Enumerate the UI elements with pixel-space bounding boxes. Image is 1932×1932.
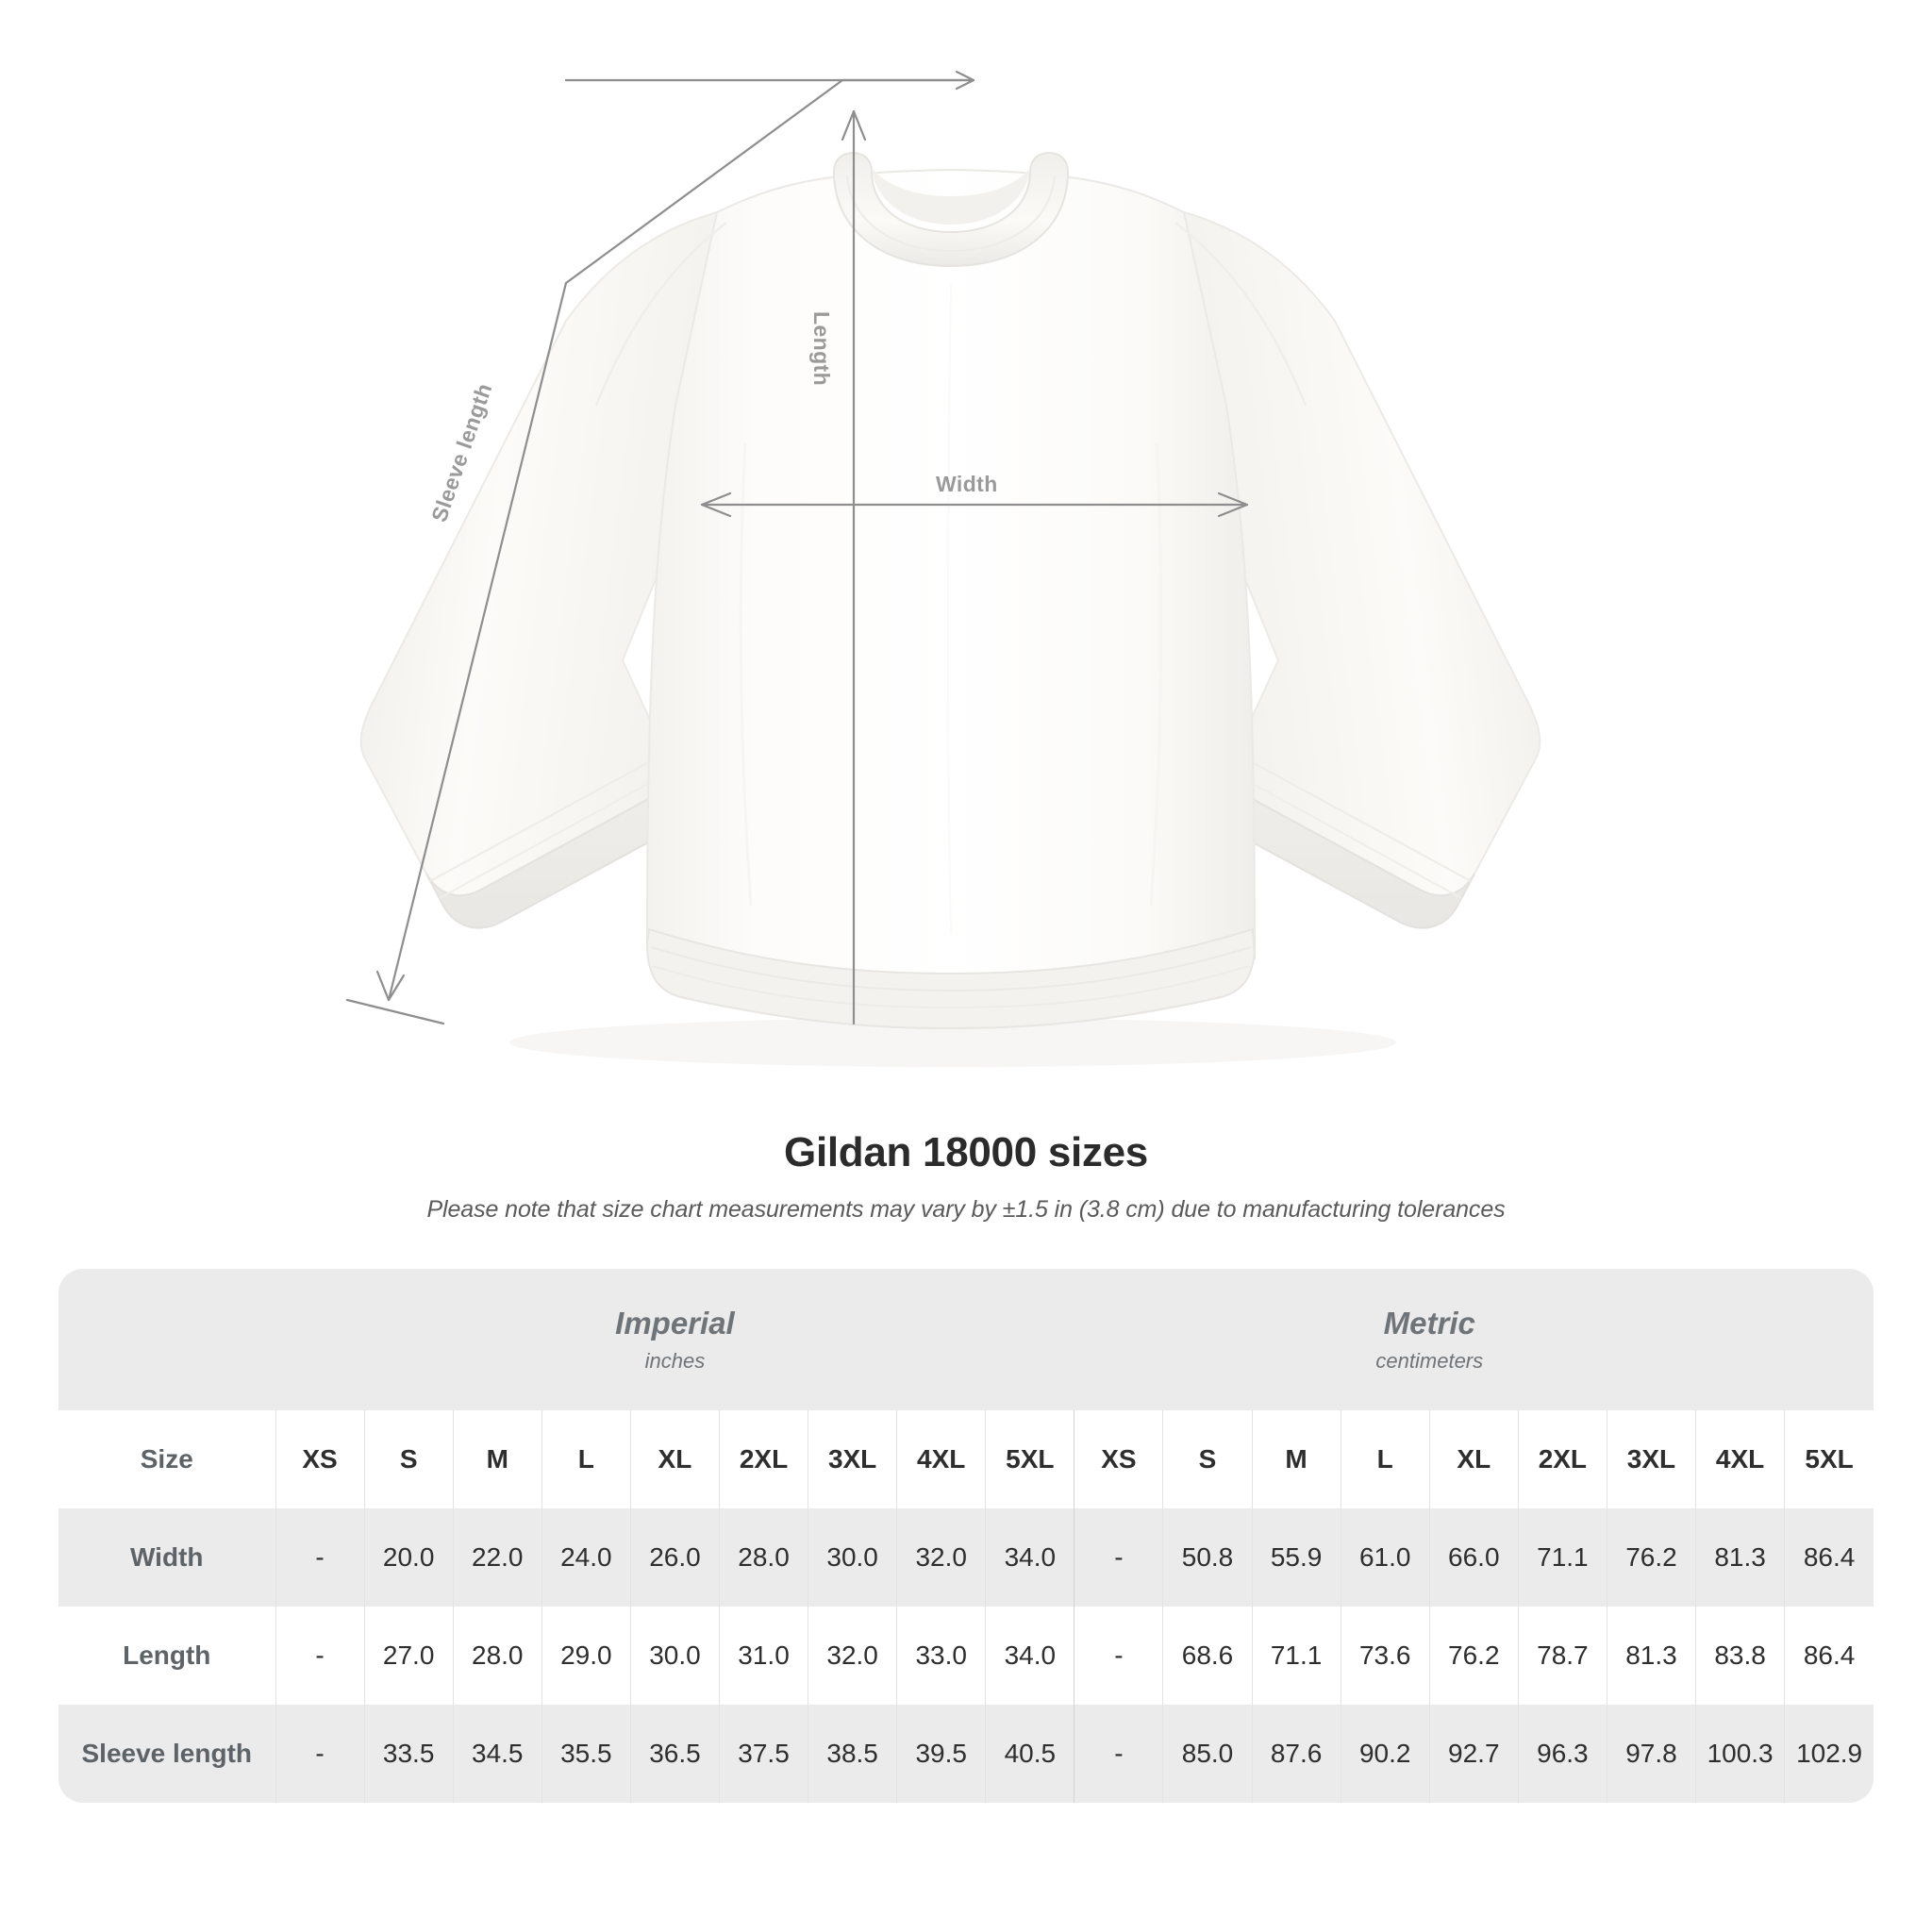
width-measure-label: Width	[936, 472, 998, 496]
size-header-metric-2: M	[1251, 1410, 1341, 1508]
length-metric-xs: -	[1074, 1607, 1163, 1705]
size-header-metric-6: 3XL	[1606, 1410, 1696, 1508]
title-block: Gildan 18000 sizes Please note that size…	[0, 1129, 1932, 1224]
sleeve-imperial-xs: -	[275, 1705, 365, 1803]
width-imperial-xs: -	[275, 1508, 365, 1607]
sleeve-imperial-2xl: 37.5	[718, 1705, 808, 1803]
size-header-imperial-6: 3XL	[808, 1410, 897, 1508]
unit-name-imperial: Imperial	[615, 1306, 735, 1341]
length-metric-2xl: 78.7	[1517, 1607, 1607, 1705]
sleeve-metric-4xl: 100.3	[1695, 1705, 1785, 1803]
unit-header-imperial: Imperial inches	[275, 1269, 1074, 1410]
size-header-imperial-4: XL	[629, 1410, 720, 1508]
size-header-row: Size XS S M L XL 2XL 3XL 4XL 5XL XS S M …	[58, 1410, 1874, 1508]
width-imperial-s: 20.0	[363, 1508, 454, 1607]
size-header-metric-3: L	[1340, 1410, 1430, 1508]
length-metric-s: 68.6	[1162, 1607, 1253, 1705]
length-metric-m: 71.1	[1251, 1607, 1341, 1705]
sweatshirt-graphic	[345, 70, 1541, 1067]
size-row-label: Size	[58, 1410, 276, 1508]
sleeve-metric-5xl: 102.9	[1784, 1705, 1874, 1803]
row-label-sleeve-length: Sleeve length	[58, 1705, 276, 1803]
length-metric-5xl: 86.4	[1784, 1607, 1874, 1705]
size-table-container: Imperial inches Metric centimeters Size …	[58, 1269, 1874, 1803]
size-table: Imperial inches Metric centimeters Size …	[58, 1269, 1874, 1803]
width-metric-3xl: 76.2	[1606, 1508, 1696, 1607]
width-metric-2xl: 71.1	[1517, 1508, 1607, 1607]
width-metric-xs: -	[1074, 1508, 1163, 1607]
length-imperial-s: 27.0	[363, 1607, 454, 1705]
length-imperial-2xl: 31.0	[718, 1607, 808, 1705]
unit-sub-imperial: inches	[644, 1348, 706, 1373]
length-imperial-xl: 30.0	[629, 1607, 720, 1705]
size-header-metric-1: S	[1162, 1410, 1253, 1508]
length-imperial-l: 29.0	[541, 1607, 631, 1705]
width-metric-5xl: 86.4	[1784, 1508, 1874, 1607]
row-label-length: Length	[58, 1607, 276, 1705]
sleeve-imperial-3xl: 38.5	[808, 1705, 897, 1803]
unit-header-spacer	[58, 1269, 276, 1410]
length-metric-l: 73.6	[1340, 1607, 1430, 1705]
sleeve-imperial-5xl: 40.5	[985, 1705, 1074, 1803]
size-header-metric-4: XL	[1428, 1410, 1519, 1508]
sleeve-metric-2xl: 96.3	[1517, 1705, 1607, 1803]
tolerance-note: Please note that size chart measurements…	[426, 1196, 1506, 1224]
width-imperial-4xl: 32.0	[896, 1508, 986, 1607]
length-imperial-xs: -	[275, 1607, 365, 1705]
width-imperial-m: 22.0	[452, 1508, 542, 1607]
length-imperial-4xl: 33.0	[896, 1607, 986, 1705]
width-metric-xl: 66.0	[1428, 1508, 1519, 1607]
size-header-imperial-5: 2XL	[718, 1410, 808, 1508]
width-imperial-l: 24.0	[541, 1508, 631, 1607]
size-header-imperial-0: XS	[275, 1410, 365, 1508]
unit-sub-metric: centimeters	[1375, 1348, 1484, 1373]
sleeve-imperial-l: 35.5	[541, 1705, 631, 1803]
width-metric-s: 50.8	[1162, 1508, 1253, 1607]
row-label-width: Width	[58, 1508, 276, 1607]
width-imperial-3xl: 30.0	[808, 1508, 897, 1607]
length-imperial-m: 28.0	[452, 1607, 542, 1705]
size-header-metric-8: 5XL	[1784, 1410, 1874, 1508]
length-metric-3xl: 81.3	[1606, 1607, 1696, 1705]
length-metric-4xl: 83.8	[1695, 1607, 1785, 1705]
width-metric-4xl: 81.3	[1695, 1508, 1785, 1607]
sleeve-imperial-s: 33.5	[363, 1705, 454, 1803]
length-imperial-5xl: 34.0	[985, 1607, 1074, 1705]
sleeve-imperial-m: 34.5	[452, 1705, 542, 1803]
sleeve-metric-s: 85.0	[1162, 1705, 1253, 1803]
table-row: Sleeve length - 33.5 34.5 35.5 36.5 37.5…	[58, 1705, 1874, 1803]
unit-header-row: Imperial inches Metric centimeters	[58, 1269, 1874, 1410]
unit-header-endspacer	[1784, 1269, 1874, 1410]
width-metric-m: 55.9	[1251, 1508, 1341, 1607]
size-header-metric-7: 4XL	[1695, 1410, 1785, 1508]
size-header-imperial-7: 4XL	[896, 1410, 986, 1508]
sleeve-metric-xl: 92.7	[1428, 1705, 1519, 1803]
size-header-imperial-8: 5XL	[985, 1410, 1074, 1508]
size-header-metric-0: XS	[1074, 1410, 1163, 1508]
width-imperial-5xl: 34.0	[985, 1508, 1074, 1607]
page-title: Gildan 18000 sizes	[784, 1129, 1148, 1175]
size-header-metric-5: 2XL	[1517, 1410, 1607, 1508]
sleeve-metric-3xl: 97.8	[1606, 1705, 1696, 1803]
sleeve-metric-l: 90.2	[1340, 1705, 1430, 1803]
sleeve-imperial-4xl: 39.5	[896, 1705, 986, 1803]
length-imperial-3xl: 32.0	[808, 1607, 897, 1705]
garment-illustration: Length Width Sleeve length	[345, 70, 1541, 1067]
width-metric-l: 61.0	[1340, 1508, 1430, 1607]
size-header-imperial-3: L	[541, 1410, 631, 1508]
length-measure-label: Length	[809, 311, 834, 387]
sleeve-metric-m: 87.6	[1251, 1705, 1341, 1803]
size-header-imperial-2: M	[452, 1410, 542, 1508]
table-row: Length - 27.0 28.0 29.0 30.0 31.0 32.0 3…	[58, 1607, 1874, 1705]
sleeve-metric-xs: -	[1074, 1705, 1163, 1803]
size-header-imperial-1: S	[363, 1410, 454, 1508]
width-imperial-xl: 26.0	[629, 1508, 720, 1607]
width-imperial-2xl: 28.0	[718, 1508, 808, 1607]
sleeve-imperial-xl: 36.5	[629, 1705, 720, 1803]
length-metric-xl: 76.2	[1428, 1607, 1519, 1705]
table-row: Width - 20.0 22.0 24.0 26.0 28.0 30.0 32…	[58, 1508, 1874, 1607]
unit-name-metric: Metric	[1383, 1306, 1475, 1341]
unit-header-metric: Metric centimeters	[1074, 1269, 1785, 1410]
